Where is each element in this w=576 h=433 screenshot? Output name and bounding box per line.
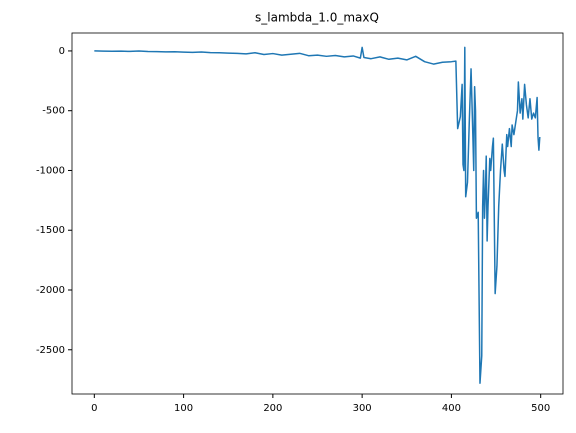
y-tick-label: -1500 [36,225,65,236]
line-series [94,46,541,384]
y-tick-label: -500 [42,106,65,117]
y-tick-label: -1000 [36,165,65,176]
axes-frame [71,32,564,395]
x-tick-label: 300 [353,403,372,414]
y-tick-label: -2000 [36,285,65,296]
y-tick-label: -2500 [36,345,65,356]
x-tick-label: 200 [263,403,282,414]
chart-title: s_lambda_1.0_maxQ [255,11,379,25]
x-tick-label: 400 [442,403,461,414]
y-tick-label: 0 [59,46,65,57]
x-tick-label: 0 [91,403,97,414]
x-tick-label: 500 [531,403,550,414]
x-tick-label: 100 [174,403,193,414]
